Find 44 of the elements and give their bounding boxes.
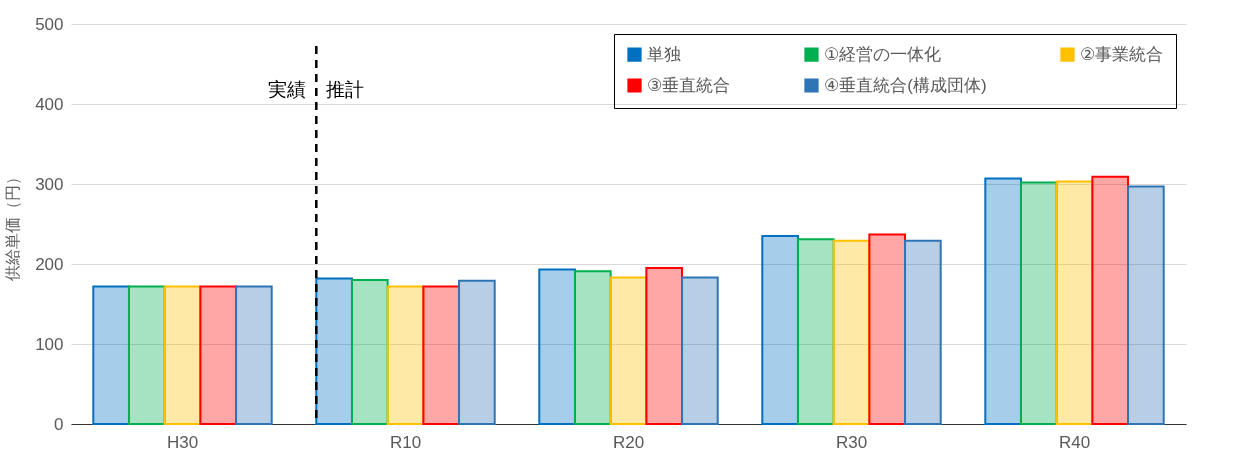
bar	[1091, 175, 1130, 425]
legend-label: ①経営の一体化	[824, 44, 942, 64]
y-tick-label: 100	[35, 334, 64, 354]
bar	[538, 268, 576, 425]
bar	[199, 285, 238, 425]
bar	[609, 276, 648, 425]
y-tick-label: 500	[35, 14, 64, 34]
bar	[1019, 181, 1058, 425]
y-tick-label: 400	[35, 94, 64, 114]
x-tick-label: H30	[166, 432, 199, 452]
bar	[645, 267, 684, 425]
bar	[92, 285, 130, 425]
legend-label: 単独	[647, 44, 681, 64]
bar	[127, 285, 166, 425]
y-tick-label: 200	[35, 254, 64, 274]
bar	[761, 235, 799, 425]
bar	[386, 285, 425, 425]
bar	[1127, 185, 1165, 425]
legend-label: ③垂直統合	[647, 75, 731, 95]
bar	[235, 285, 273, 425]
annotation: 実績	[268, 79, 307, 100]
annotation: 推計	[326, 79, 365, 100]
legend-label: ②事業統合	[1080, 44, 1164, 64]
x-tick-label: R40	[1058, 432, 1091, 452]
bar	[315, 277, 353, 425]
bar	[1055, 180, 1094, 425]
bar	[904, 239, 942, 425]
bar	[832, 239, 871, 425]
bar	[458, 279, 496, 425]
bar	[573, 270, 612, 425]
y-axis-title: 供給単価（円）	[4, 168, 22, 281]
legend-label: ④垂直統合(構成団体)	[824, 75, 987, 95]
x-tick-label: R10	[389, 432, 422, 452]
bar	[681, 276, 719, 425]
y-tick-label: 300	[35, 174, 64, 194]
x-tick-label: R30	[835, 432, 868, 452]
bar	[350, 279, 389, 425]
y-tick-label: 0	[54, 414, 64, 434]
bar	[868, 233, 907, 425]
x-tick-label: R20	[612, 432, 645, 452]
bar	[796, 238, 835, 425]
bar	[163, 285, 202, 425]
bar	[984, 177, 1022, 425]
bar	[422, 285, 461, 425]
